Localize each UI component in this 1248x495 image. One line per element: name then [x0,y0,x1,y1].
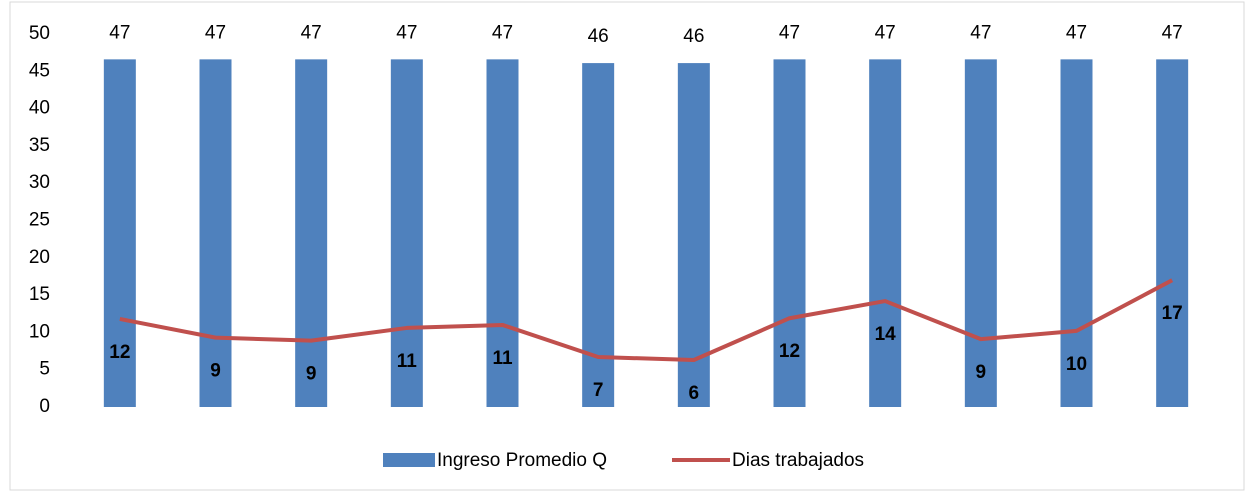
y-tick-label: 10 [29,321,50,342]
y-tick-label: 0 [39,396,50,417]
bar [1060,59,1093,407]
bar [677,63,710,408]
bar [295,59,328,407]
line-value-label: 11 [397,351,418,372]
bar [103,59,136,407]
bar [1156,59,1189,407]
line-value-label: 14 [875,324,897,345]
bar [199,59,232,407]
bar-value-label: 47 [779,22,800,43]
legend-label: Ingreso Promedio Q [437,450,607,471]
y-tick-label: 45 [29,60,50,81]
line-value-label: 10 [1066,354,1087,375]
legend-swatch [383,453,435,467]
bar [390,59,423,407]
line-value-label: 7 [593,380,604,401]
bar-value-label: 46 [588,26,609,47]
bar-value-label: 47 [301,22,322,43]
line [119,278,1174,363]
bar-value-label: 47 [1162,22,1183,43]
bar-value-label: 47 [492,22,513,43]
bar-value-label: 46 [683,26,704,47]
line-value-label: 9 [210,361,221,382]
bar [773,59,806,407]
bar [869,59,902,407]
line-value-label: 17 [1162,303,1183,324]
line-value-label: 12 [109,342,130,363]
line-value-label: 12 [779,341,800,362]
bar-value-label: 47 [205,22,226,43]
y-tick-label: 15 [29,284,50,305]
chart-border [9,1,1245,491]
y-tick-label: 5 [39,359,50,380]
bar-value-label: 47 [1066,22,1087,43]
bar [964,59,997,407]
y-tick-label: 30 [29,172,50,193]
y-tick-label: 25 [29,210,50,231]
y-tick-label: 35 [29,135,50,156]
y-tick-label: 40 [29,98,50,119]
line-value-label: 9 [976,362,987,383]
line-value-label: 11 [492,348,513,369]
bar [582,63,615,408]
legend-label: Dias trabajados [732,450,864,471]
y-tick-label: 50 [29,23,50,44]
bar-value-label: 47 [396,22,417,43]
bar-value-label: 47 [970,22,991,43]
y-tick-label: 20 [29,247,50,268]
bar-value-label: 47 [109,22,130,43]
bar-value-label: 47 [875,22,896,43]
line-value-label: 9 [306,364,317,385]
bar [486,59,519,407]
line-value-label: 6 [689,383,700,404]
